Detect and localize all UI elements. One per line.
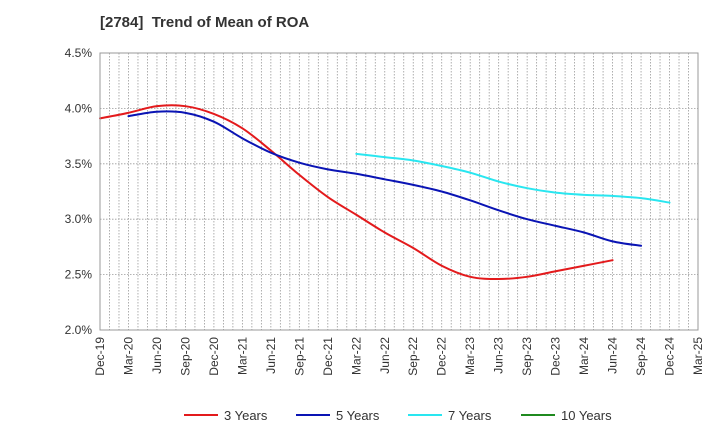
x-tick-label: Jun-21 [264, 337, 278, 374]
x-tick-label: Dec-19 [93, 337, 107, 376]
series-line-5-years [127, 110, 643, 247]
x-tick-label: Jun-24 [606, 337, 620, 374]
x-tick-label: Mar-20 [121, 337, 135, 375]
series-lines [99, 104, 671, 281]
x-tick-label: Dec-21 [321, 337, 335, 376]
legend-label: 5 Years [336, 408, 380, 423]
x-tick-label: Jun-22 [378, 337, 392, 374]
plot-area [100, 53, 698, 330]
x-tick-label: Mar-24 [577, 337, 591, 375]
x-tick-label: Dec-20 [207, 337, 221, 376]
y-tick-label: 3.0% [65, 212, 93, 226]
x-tick-label: Sep-21 [292, 337, 306, 376]
y-tick-label: 2.5% [65, 268, 93, 282]
y-tick-label: 3.5% [65, 157, 93, 171]
y-tick-label: 4.5% [65, 46, 93, 60]
x-tick-label: Sep-23 [520, 337, 534, 376]
x-tick-label: Dec-24 [663, 337, 677, 376]
legend-label: 10 Years [561, 408, 612, 423]
legend-label: 3 Years [224, 408, 268, 423]
x-tick-label: Sep-20 [178, 337, 192, 376]
y-axis-ticks: 2.0% 2.5% 3.0% 3.5% 4.0% 4.5% [65, 46, 93, 337]
grid-lines [100, 53, 698, 330]
x-tick-label: Mar-22 [349, 337, 363, 375]
x-tick-label: Sep-24 [634, 337, 648, 376]
plot-border [99, 52, 699, 331]
y-tick-label: 2.0% [65, 323, 93, 337]
x-tick-label: Jun-23 [492, 337, 506, 374]
x-tick-label: Dec-23 [549, 337, 563, 376]
series-line-7-years [355, 152, 671, 204]
series-line-3-years [99, 104, 614, 281]
y-tick-label: 4.0% [65, 101, 93, 115]
chart-title: [2784] Trend of Mean of ROA [100, 14, 310, 31]
x-tick-label: Mar-21 [235, 337, 249, 375]
x-tick-label: Mar-23 [463, 337, 477, 375]
x-tick-label: Jun-20 [150, 337, 164, 374]
x-tick-label: Sep-22 [406, 337, 420, 376]
x-tick-label: Dec-22 [435, 337, 449, 376]
legend-label: 7 Years [448, 408, 492, 423]
x-tick-label: Mar-25 [691, 337, 705, 375]
x-axis-ticks: Dec-19 Mar-20 Jun-20 Sep-20 Dec-20 Mar-21 Jun-… [93, 337, 705, 376]
legend: 3 Years 5 Years 7 Years 10 Years [184, 408, 612, 423]
